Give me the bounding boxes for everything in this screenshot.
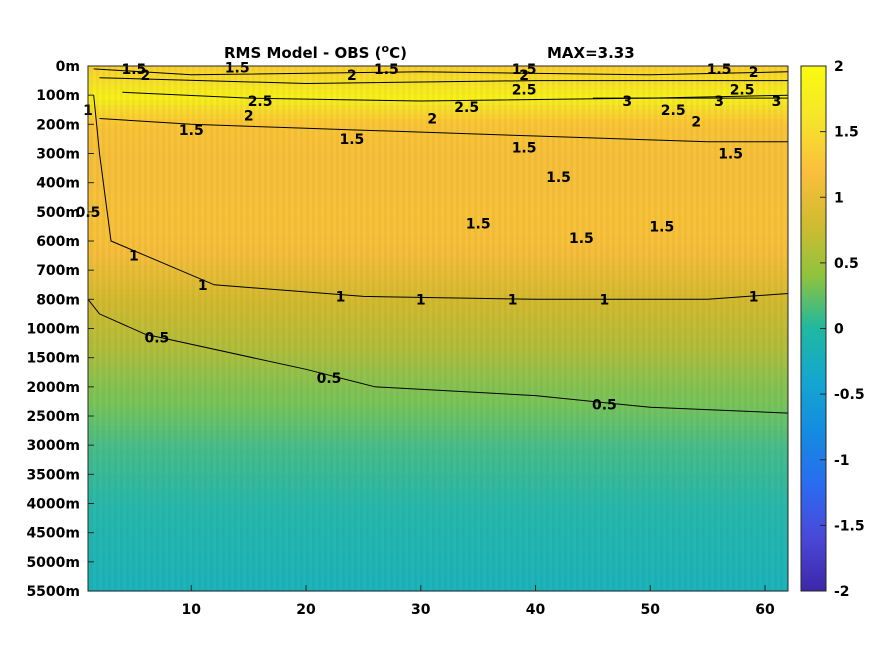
contour-label: 2.5 [454, 100, 479, 116]
x-tick-label: 30 [411, 602, 431, 618]
y-tick-label: 2000m [26, 380, 80, 396]
x-axis: 10 20 30 40 50 60 [182, 585, 775, 618]
y-tick-label: 700m [36, 263, 80, 279]
contour-line-1-5 [93, 68, 789, 76]
y-tick-label: 600m [36, 234, 80, 250]
y-tick-label: 4500m [26, 526, 80, 542]
contour-lines [87, 68, 789, 414]
contour-label: 1 [600, 292, 610, 308]
contour-label: 0.5 [592, 397, 617, 413]
contour-label: 3 [622, 94, 632, 110]
contour-label: 2 [519, 68, 529, 84]
y-tick-label: 4000m [26, 497, 80, 513]
y-tick-label: 3000m [26, 438, 80, 454]
colorbar-tick-label: -0.5 [834, 387, 865, 403]
chart-title: RMS Model - OBS (oC) [224, 42, 407, 62]
contour-label: 2.5 [512, 82, 537, 98]
y-tick-label: 800m [36, 292, 80, 308]
contour-label: 1.5 [466, 217, 491, 233]
y-tick-label: 200m [36, 117, 80, 133]
contour-label: 1 [749, 289, 759, 305]
contour-line-2-5 [122, 91, 789, 102]
colorbar-tick-label: 1.5 [834, 125, 859, 141]
contour-label: 3 [772, 94, 782, 110]
y-tick-label: 3500m [26, 467, 80, 483]
x-tick-label: 40 [526, 602, 546, 618]
y-axis: 0m 100m 200m 300m 400m 500m 600m 700m 800m 1000m 1… [26, 59, 94, 600]
y-tick-label: 2500m [26, 409, 80, 425]
colorbar: 2 1.5 1 0.5 0 -0.5 -1 -1.5 -2 [800, 59, 865, 600]
contour-label: 1.5 [179, 123, 204, 139]
contour-label: 1.5 [512, 141, 537, 157]
y-tick-label: 400m [36, 176, 80, 192]
y-tick-label: 0m [56, 59, 80, 75]
contour-label: 1.5 [718, 147, 743, 163]
max-value-label: MAX=3.33 [547, 44, 635, 62]
contour-label: 2 [427, 112, 437, 128]
colorbar-tick-label: 0 [834, 322, 844, 338]
contour-label: 2 [749, 65, 759, 81]
contour-label: 1 [508, 292, 518, 308]
contour-line-1 [93, 95, 789, 300]
y-tick-label: 100m [36, 88, 80, 104]
y-tick-label: 5000m [26, 555, 80, 571]
contour-label: 0.5 [144, 330, 169, 346]
contour-label: 2 [141, 68, 151, 84]
contour-line-1-5 [99, 118, 788, 143]
plot-area: 1.5 1.5 1.5 1.5 1.52 2 2 22.52.52.5 2.52.53 3 32 2 2… [76, 61, 789, 592]
x-tick-label: 60 [755, 602, 775, 618]
colorbar-tick-label: -1.5 [834, 518, 865, 534]
contour-label: 0.5 [317, 371, 342, 387]
contour-label: 2.5 [730, 82, 755, 98]
x-tick-label: 20 [296, 602, 316, 618]
contour-line-0-5 [87, 298, 789, 414]
contour-label: 1 [336, 289, 346, 305]
y-tick-label: 5500m [26, 584, 80, 600]
contour-label: 3 [714, 94, 724, 110]
contour-label: 2 [347, 68, 357, 84]
y-tick-label: 1000m [26, 322, 80, 338]
y-tick-label: 500m [36, 205, 80, 221]
colorbar-tick-label: -1 [834, 453, 850, 469]
column-texture [88, 66, 788, 591]
contour-label: 1.5 [374, 62, 399, 78]
contour-line-2 [99, 77, 788, 85]
colorbar-tick-label: 0.5 [834, 256, 859, 272]
contour-label: 1 [129, 249, 139, 265]
contour-label: 2.5 [248, 94, 273, 110]
contour-label: 2.5 [661, 103, 686, 119]
contour-label: 1.5 [569, 231, 594, 247]
contour-label: 1.5 [707, 62, 732, 78]
colorbar-tick-label: 2 [834, 59, 844, 75]
y-tick-label: 1500m [26, 351, 80, 367]
contour-label: 1.5 [339, 132, 364, 148]
x-tick-label: 50 [641, 602, 661, 618]
contour-label: 1 [198, 278, 208, 294]
contour-label: 1.5 [225, 61, 250, 77]
colorbar-ticks: 2 1.5 1 0.5 0 -0.5 -1 -1.5 -2 [820, 59, 865, 600]
contour-label: 1.5 [649, 219, 674, 235]
contour-label: 1 [416, 292, 426, 308]
contour-label: 2 [244, 109, 254, 125]
colorbar-tick-label: -2 [834, 584, 850, 600]
y-tick-label: 300m [36, 147, 80, 163]
colorbar-tick-label: 1 [834, 190, 844, 206]
contour-label: 1.5 [546, 170, 571, 186]
contour-label: 2 [691, 114, 701, 130]
x-tick-label: 10 [182, 602, 202, 618]
